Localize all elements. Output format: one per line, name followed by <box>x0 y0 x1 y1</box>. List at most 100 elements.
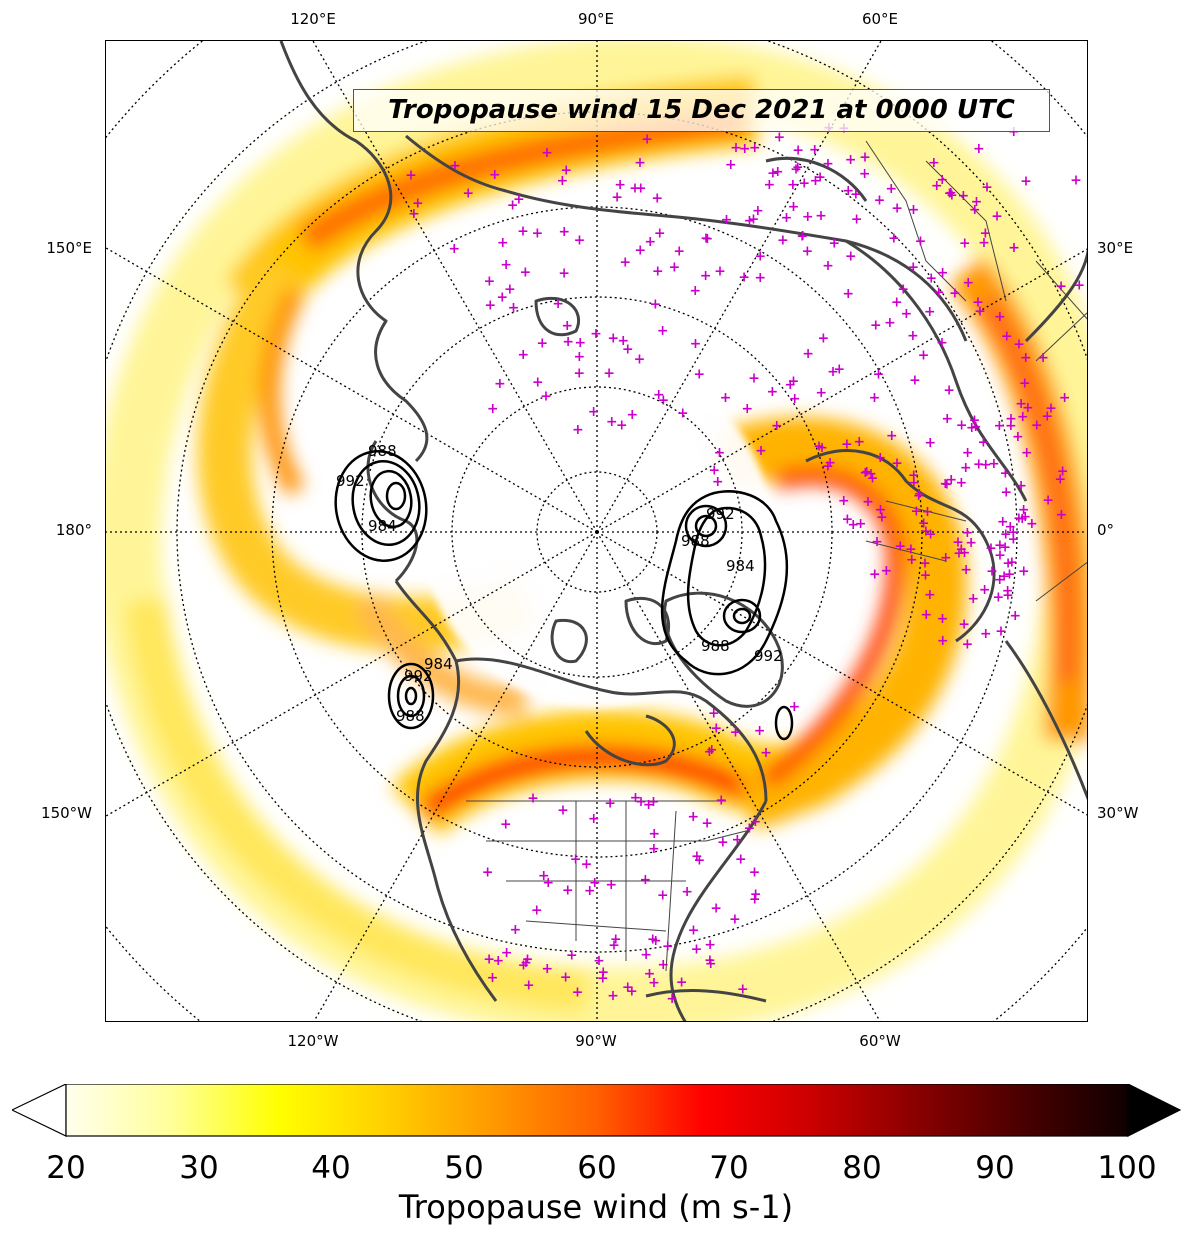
station-marker: + <box>841 437 853 453</box>
station-marker: + <box>1007 525 1019 541</box>
station-marker: + <box>710 901 722 917</box>
station-marker: + <box>487 401 499 417</box>
station-marker: + <box>789 699 801 715</box>
station-marker: + <box>483 951 495 967</box>
station-marker: + <box>937 265 949 281</box>
station-marker: + <box>412 196 424 212</box>
station-marker: + <box>956 475 968 491</box>
station-marker: + <box>994 418 1006 434</box>
station-marker: + <box>605 877 617 893</box>
station-marker: + <box>691 942 703 958</box>
lon-label-0: 0° <box>1097 521 1115 539</box>
station-marker: + <box>906 552 918 568</box>
station-marker: + <box>650 933 662 949</box>
station-marker: + <box>1019 509 1031 525</box>
station-marker: + <box>634 155 646 171</box>
station-marker: + <box>792 142 804 158</box>
station-marker: + <box>603 365 615 381</box>
station-marker: + <box>749 865 761 881</box>
station-marker: + <box>781 210 793 226</box>
colorbar-ramp <box>10 1083 1182 1137</box>
station-marker: + <box>962 445 974 461</box>
station-marker: + <box>405 168 417 184</box>
station-marker: + <box>1018 502 1030 518</box>
station-marker: + <box>635 794 647 810</box>
station-marker: + <box>690 336 702 352</box>
station-marker: + <box>980 457 992 473</box>
station-marker: + <box>630 790 642 806</box>
station-marker: + <box>714 445 726 461</box>
station-marker: + <box>885 181 897 197</box>
station-marker: + <box>925 527 937 543</box>
station-marker: + <box>818 331 830 347</box>
station-marker: + <box>676 975 688 991</box>
lon-label-30w: 30°W <box>1097 804 1139 822</box>
station-marker: + <box>886 428 898 444</box>
station-marker: + <box>735 852 747 868</box>
station-marker: + <box>688 922 700 938</box>
station-marker: + <box>891 456 903 472</box>
station-marker: + <box>681 884 693 900</box>
station-marker: + <box>788 199 800 215</box>
station-marker: + <box>644 966 656 982</box>
station-marker: + <box>622 342 634 358</box>
station-marker: + <box>998 569 1010 585</box>
station-marker: + <box>1021 445 1033 461</box>
station-marker: + <box>876 510 888 526</box>
station-marker: + <box>573 366 585 382</box>
station-marker: + <box>593 953 605 969</box>
contour-label: 992 <box>336 472 365 490</box>
station-marker: + <box>706 742 718 758</box>
station-marker: + <box>881 563 893 579</box>
polar-map: ++++ +++++ +++++++++ +++++++++++++++ +++++ ++… <box>106 41 1087 1021</box>
station-marker: + <box>558 224 570 240</box>
station-marker: + <box>946 187 958 203</box>
station-marker: + <box>809 142 821 158</box>
station-marker: + <box>648 794 660 810</box>
station-marker: + <box>1002 583 1014 599</box>
station-marker: + <box>859 150 871 166</box>
station-marker: + <box>558 265 570 281</box>
station-marker: + <box>944 185 956 201</box>
station-marker: + <box>1002 556 1014 572</box>
station-marker: + <box>643 797 655 813</box>
station-marker: + <box>574 335 586 351</box>
station-marker: + <box>566 948 578 964</box>
station-marker: + <box>730 724 742 740</box>
station-marker: + <box>520 955 532 971</box>
station-marker: + <box>1013 511 1025 527</box>
station-marker: + <box>1008 532 1020 548</box>
station-marker: + <box>842 286 854 302</box>
lon-label-120w: 120°W <box>287 1032 339 1050</box>
station-marker: + <box>931 178 943 194</box>
colorbar-tick: 100 <box>1097 1150 1157 1186</box>
station-marker: + <box>862 494 874 510</box>
station-marker: + <box>484 273 496 289</box>
station-marker: + <box>500 816 512 832</box>
lon-label-150e: 150°E <box>46 239 92 257</box>
station-marker: + <box>790 161 802 177</box>
station-marker: + <box>767 384 779 400</box>
station-marker: + <box>650 296 662 312</box>
lon-label-180: 180° <box>55 521 92 539</box>
station-marker: + <box>708 706 720 722</box>
station-marker: + <box>952 535 964 551</box>
station-marker: + <box>408 206 420 222</box>
station-marker: + <box>629 181 641 197</box>
station-marker: + <box>813 438 825 454</box>
station-marker: + <box>798 175 810 191</box>
station-marker: + <box>712 474 724 490</box>
station-marker: + <box>648 841 660 857</box>
contour-label: 988 <box>681 532 710 550</box>
station-marker: + <box>973 456 985 472</box>
station-marker: + <box>616 418 628 434</box>
station-marker: + <box>669 259 681 275</box>
station-marker: + <box>922 504 934 520</box>
station-marker: + <box>1015 478 1027 494</box>
station-marker: + <box>677 406 689 422</box>
station-marker: + <box>969 202 981 218</box>
station-marker: + <box>622 980 634 996</box>
station-marker: + <box>945 472 957 488</box>
contour-label: 984 <box>424 655 453 673</box>
station-marker: + <box>999 540 1011 556</box>
